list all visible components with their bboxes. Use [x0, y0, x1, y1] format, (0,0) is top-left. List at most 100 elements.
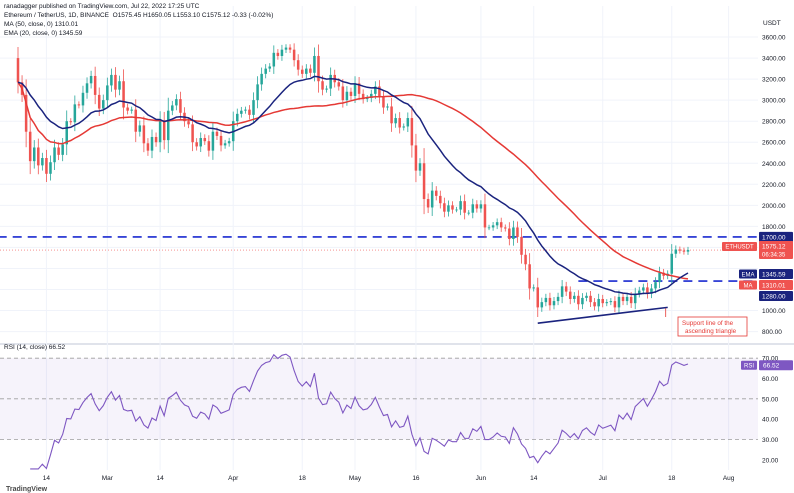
candle-body	[479, 204, 483, 209]
candle-body	[394, 118, 397, 124]
candle-body	[581, 297, 584, 305]
candle-body	[93, 75, 97, 95]
ema-line	[17, 75, 689, 296]
candle-body	[61, 144, 64, 155]
rsi-legend[interactable]: RSI (14, close) 66.52	[4, 344, 66, 351]
candle-body	[646, 287, 649, 294]
candle-body	[398, 118, 401, 128]
candle-body	[670, 253, 674, 274]
candle-body	[654, 282, 657, 289]
ema-tag-label: EMA	[741, 272, 754, 278]
candle-body	[499, 222, 503, 228]
ma-tag-value: 1310.01	[762, 283, 786, 290]
y-tick-label: 2200.00	[762, 182, 786, 189]
candle-body	[142, 125, 146, 144]
candle-body	[471, 204, 475, 213]
candle-body	[317, 55, 320, 82]
candle-body	[447, 205, 450, 212]
symbol-line: Ethereum / TetherUS, 1D, BINANCE O1575.4…	[4, 11, 273, 21]
x-tick-label: Mar	[102, 475, 114, 482]
candle-body	[459, 201, 462, 210]
candle-body	[536, 287, 540, 308]
candle-body	[325, 88, 328, 90]
y-tick-label: 2600.00	[762, 140, 786, 147]
candle-body	[305, 68, 308, 74]
candle-body	[504, 227, 507, 229]
x-tick-label: 18	[299, 475, 307, 482]
candle-body	[313, 55, 316, 73]
candle-body	[162, 121, 166, 141]
candle-body	[625, 296, 629, 302]
countdown-value: 06:34:35	[762, 253, 786, 259]
rsi-tag: RSI 66.52	[741, 360, 793, 371]
y-tick-label: 1000.00	[762, 308, 786, 315]
candle-body	[556, 296, 560, 302]
candle-body	[638, 290, 641, 294]
candle-body	[443, 203, 446, 212]
horizontal-levels	[0, 236, 758, 282]
candle-body	[414, 145, 418, 171]
candle-body	[65, 121, 68, 145]
x-tick-label: Jun	[476, 475, 487, 482]
rsi-tick-label: 20.00	[762, 457, 779, 464]
candle-body	[370, 93, 373, 99]
candle-body	[292, 49, 296, 61]
ohlc-text: O1575.45 H1650.05 L1553.10 C1575.12 -0.3…	[112, 12, 274, 19]
rsi-tag-label: RSI	[744, 364, 754, 370]
ema-legend[interactable]: EMA (20, close, 0) 1345.59	[4, 30, 83, 37]
candle-body	[532, 287, 535, 289]
rsi-tick-label: 40.00	[762, 417, 779, 424]
candle-body	[126, 107, 129, 111]
ascending-trendline	[537, 306, 668, 324]
candle-body	[89, 75, 93, 84]
annotation-box	[677, 316, 748, 337]
support-tag-box	[759, 291, 793, 301]
candle-body	[345, 91, 349, 101]
candle-body	[337, 82, 341, 87]
candle-body	[81, 92, 85, 106]
candle-body	[276, 52, 280, 56]
candle-body	[280, 49, 284, 56]
y-tick-label: 3600.00	[762, 35, 786, 42]
axis-title: USDT	[763, 20, 781, 27]
candle-body	[199, 138, 202, 147]
candle-body	[309, 68, 312, 73]
x-tick-label: 18	[668, 475, 676, 482]
candle-body	[674, 249, 678, 254]
candle-body	[439, 195, 442, 204]
candle-body	[589, 295, 592, 303]
trendline[interactable]	[537, 306, 668, 324]
candle-body	[240, 110, 243, 114]
candle-body	[244, 109, 247, 111]
candle-body	[678, 249, 682, 251]
axes: USDT800.001000.001600.001800.002000.0022…	[43, 20, 786, 482]
candle-body	[114, 74, 117, 90]
candle-body	[53, 147, 56, 163]
y-tick-label: 2000.00	[762, 203, 786, 210]
candle-body	[223, 143, 227, 146]
candle-body	[390, 106, 393, 124]
candle-body	[219, 135, 223, 146]
y-tick-label: 1800.00	[762, 224, 786, 231]
candle-body	[642, 287, 645, 291]
resistance-tag-box	[759, 231, 793, 242]
candle-body	[32, 147, 36, 162]
candle-body	[73, 104, 77, 123]
candle-body	[483, 204, 487, 228]
candle-body	[106, 85, 109, 101]
candle-body	[300, 69, 304, 74]
candle-body	[418, 163, 422, 171]
candle-body	[211, 131, 215, 151]
x-tick-label: 16	[412, 475, 420, 482]
rsi-tag-label-box	[741, 360, 757, 370]
ma-legend[interactable]: MA (50, close, 0) 1310.01	[4, 21, 79, 28]
candle-body	[585, 295, 588, 298]
candle-body	[16, 58, 20, 83]
candle-body	[406, 118, 410, 127]
candle-body	[573, 295, 576, 299]
candle-body	[434, 190, 438, 196]
candle-body	[158, 121, 162, 143]
rsi-tick-label: 30.00	[762, 437, 779, 444]
candle-body	[475, 204, 479, 209]
